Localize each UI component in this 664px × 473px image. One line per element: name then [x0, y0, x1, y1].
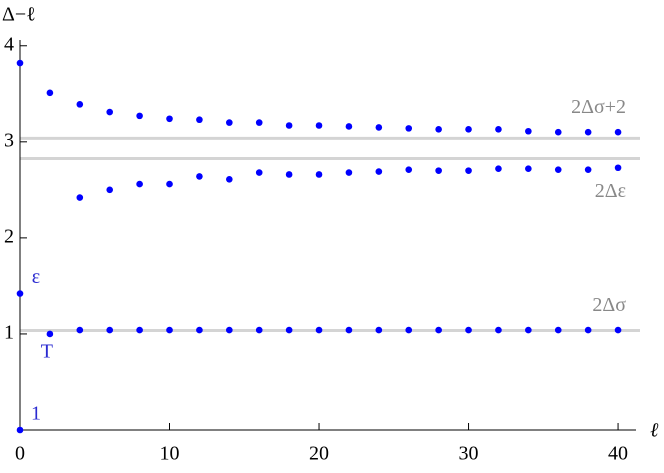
reference-label: 2Δσ — [592, 294, 626, 316]
point — [614, 164, 622, 172]
point — [136, 326, 143, 334]
point — [166, 180, 173, 188]
y-tick-label: 4 — [4, 33, 14, 55]
point — [166, 115, 173, 123]
point — [255, 119, 263, 126]
point — [255, 169, 263, 176]
point — [614, 326, 622, 334]
point — [495, 126, 502, 133]
point — [226, 326, 233, 334]
point — [106, 108, 114, 116]
y-tick-label: 3 — [4, 129, 14, 151]
point — [196, 173, 203, 180]
point — [375, 124, 383, 131]
point — [76, 101, 84, 108]
point — [46, 89, 54, 97]
point-label: T — [41, 341, 53, 363]
point — [375, 168, 383, 175]
x-tick-label: 30 — [459, 443, 479, 465]
point — [375, 326, 383, 334]
point — [16, 426, 24, 434]
point — [315, 122, 323, 129]
point — [525, 127, 532, 135]
point — [435, 167, 442, 174]
point — [405, 125, 413, 132]
point — [166, 326, 173, 334]
point — [315, 326, 323, 334]
point — [106, 186, 114, 194]
point — [435, 126, 442, 133]
point — [584, 326, 592, 334]
reference-label: 2Δε — [595, 180, 626, 202]
point — [76, 194, 84, 201]
point — [16, 290, 24, 297]
point — [226, 175, 233, 183]
point — [465, 326, 472, 334]
point — [584, 128, 592, 136]
x-axis-label: ℓ — [650, 420, 659, 442]
point — [465, 126, 472, 133]
point — [255, 326, 263, 334]
point — [196, 326, 203, 334]
point-label: ε — [32, 266, 40, 288]
x-tick-label: 40 — [608, 443, 628, 465]
point — [525, 326, 532, 334]
point-label: 1 — [31, 403, 41, 425]
point — [554, 128, 562, 136]
x-tick-label: 20 — [309, 443, 329, 465]
point — [525, 165, 532, 173]
point — [226, 119, 233, 126]
point — [405, 326, 413, 334]
point — [76, 326, 84, 334]
point — [584, 166, 592, 173]
point — [285, 171, 293, 178]
point — [136, 180, 143, 188]
point — [495, 165, 502, 173]
point — [46, 330, 54, 338]
y-tick-label: 2 — [4, 225, 14, 247]
point — [285, 122, 293, 129]
point — [614, 128, 622, 136]
y-tick-label: 1 — [4, 322, 14, 344]
reference-label: 2Δσ+2 — [571, 96, 626, 118]
point — [196, 116, 203, 124]
point — [405, 166, 413, 173]
point — [345, 326, 353, 334]
point — [16, 59, 24, 67]
point — [315, 171, 323, 178]
point — [495, 326, 502, 334]
point — [136, 112, 143, 120]
point — [554, 166, 562, 173]
x-tick-label: 0 — [15, 443, 25, 465]
point — [285, 326, 293, 334]
x-tick-label: 10 — [160, 443, 180, 465]
y-axis-label: Δ−ℓ — [2, 4, 36, 26]
point — [106, 326, 114, 334]
point — [345, 123, 353, 130]
point — [345, 169, 353, 176]
point — [554, 326, 562, 334]
point — [435, 326, 442, 334]
point — [465, 167, 472, 174]
